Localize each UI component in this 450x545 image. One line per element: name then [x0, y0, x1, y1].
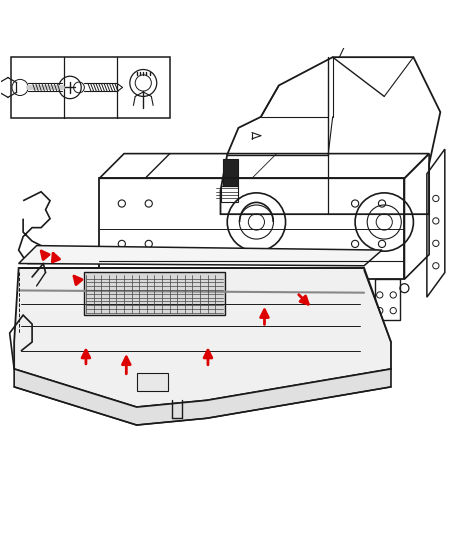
Bar [117, 279, 140, 308]
Polygon shape [18, 268, 364, 286]
Polygon shape [14, 369, 391, 425]
Bar [182, 284, 209, 317]
Bar [84, 272, 225, 315]
Bar [375, 279, 400, 319]
Bar [10, 57, 170, 118]
Bar [137, 373, 168, 391]
Polygon shape [223, 159, 238, 186]
Polygon shape [18, 246, 382, 266]
Polygon shape [14, 268, 391, 407]
